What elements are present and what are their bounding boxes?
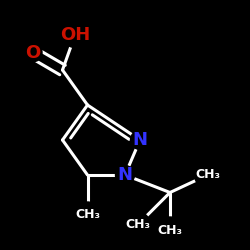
Circle shape (130, 130, 150, 150)
Text: N: N (132, 131, 148, 149)
Text: O: O (25, 44, 40, 62)
Circle shape (116, 166, 134, 184)
Circle shape (124, 212, 150, 238)
Circle shape (62, 22, 88, 48)
Text: CH₃: CH₃ (75, 208, 100, 222)
Circle shape (157, 217, 183, 243)
Text: OH: OH (60, 26, 90, 44)
Circle shape (194, 162, 220, 188)
Text: CH₃: CH₃ (125, 218, 150, 232)
Text: N: N (118, 166, 132, 184)
Circle shape (74, 202, 101, 228)
Circle shape (23, 43, 42, 62)
Text: CH₃: CH₃ (158, 224, 182, 236)
Text: CH₃: CH₃ (195, 168, 220, 181)
